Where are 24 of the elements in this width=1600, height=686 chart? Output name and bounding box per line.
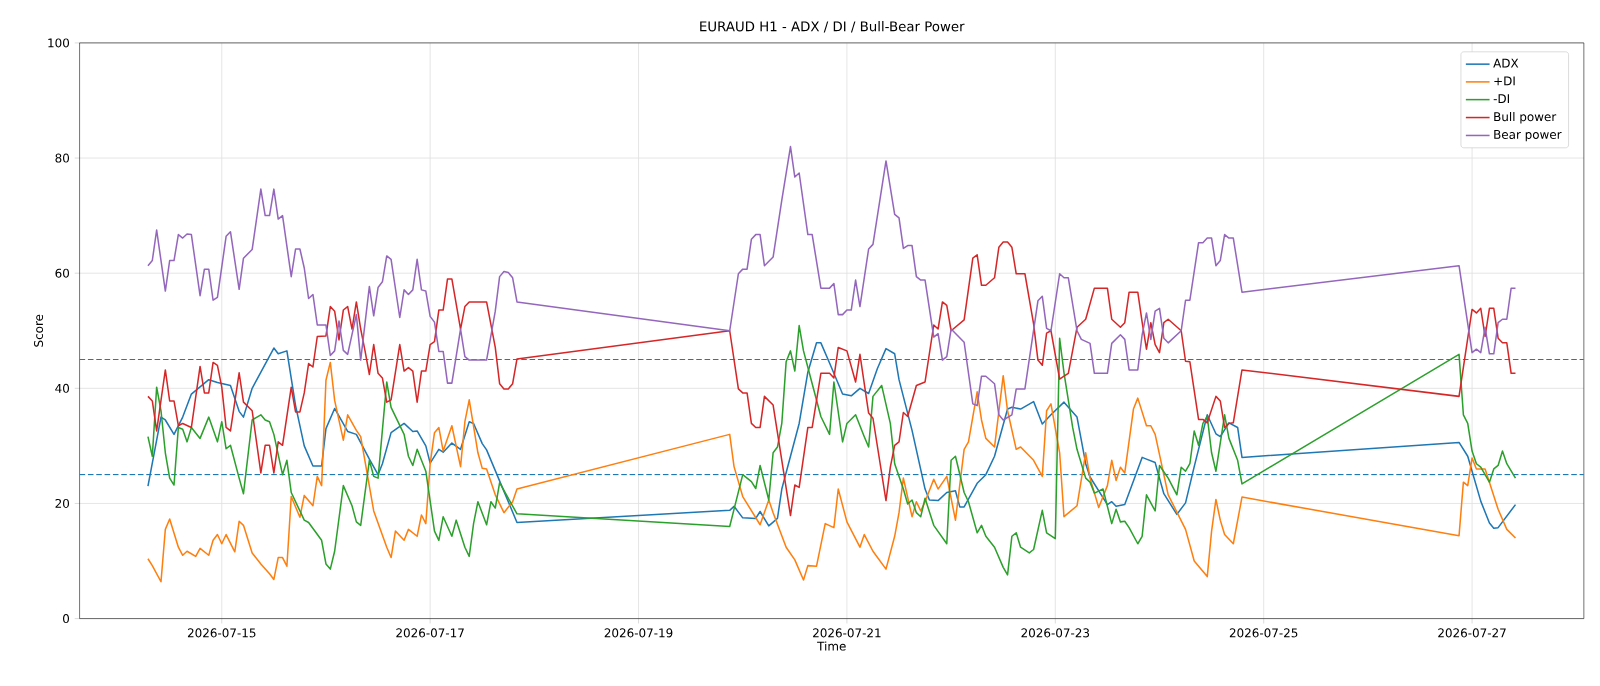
x-axis-title: Time — [817, 641, 846, 651]
x-tick-label: 2026-07-23 — [1021, 628, 1090, 638]
y-tick-label: 20 — [55, 498, 70, 508]
y-tick-label: 100 — [48, 38, 70, 48]
y-axis-title: Score — [34, 314, 44, 347]
x-tick-label: 2026-07-27 — [1438, 628, 1506, 638]
y-tick-label: 40 — [55, 383, 70, 393]
y-tick-label: 80 — [55, 153, 70, 163]
legend-label: Bull power — [1494, 112, 1557, 124]
legend-label: Bear power — [1494, 130, 1562, 142]
y-tick-label: 60 — [55, 268, 70, 278]
line-series — [147, 361, 1517, 583]
line-series — [147, 145, 1517, 421]
x-tick-label: 2026-07-21 — [813, 628, 881, 638]
chart-title: EURAUD H1 - ADX / DI / Bull-Bear Power — [700, 21, 965, 33]
line-series — [147, 324, 1517, 576]
legend-label: -DI — [1493, 94, 1509, 103]
y-tick-label: 0 — [63, 614, 70, 624]
x-tick-label: 2026-07-19 — [604, 628, 673, 638]
x-tick-label: 2026-07-15 — [187, 628, 256, 638]
x-tick-label: 2026-07-25 — [1229, 628, 1298, 638]
legend-label: +DI — [1494, 76, 1515, 86]
legend-label: ADX — [1493, 58, 1519, 68]
x-tick-label: 2026-07-17 — [396, 628, 464, 638]
